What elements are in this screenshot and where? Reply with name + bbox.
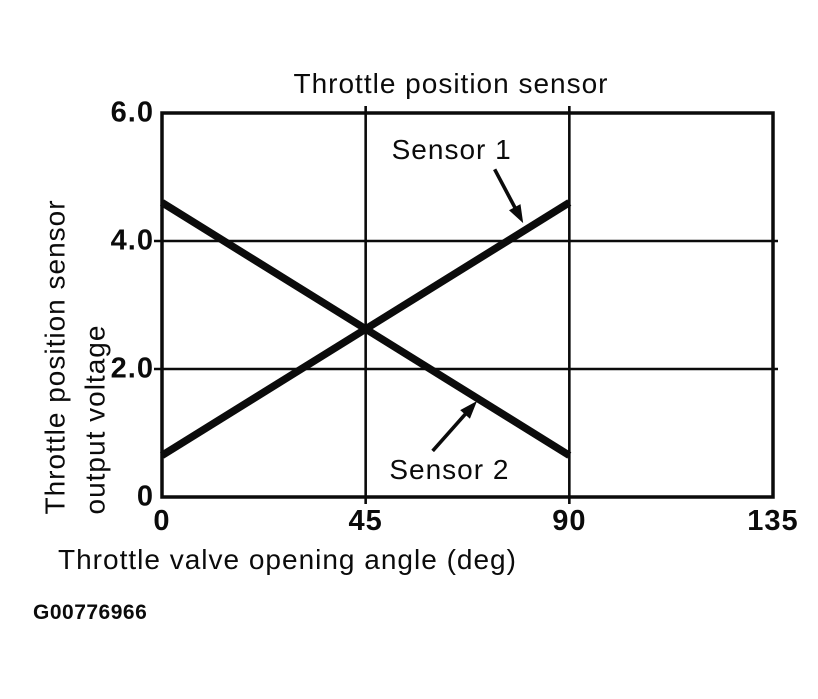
- x-tick-label-45: 45: [348, 505, 383, 537]
- y-tick-label-0: 0: [136, 480, 154, 513]
- annotation-arrow-line-sensor-1: [493, 168, 518, 210]
- y-tick-label-4.0: 4.0: [110, 224, 154, 257]
- annotation-arrowhead-sensor-2: [460, 401, 478, 419]
- y-tick-label-2.0: 2.0: [110, 352, 154, 385]
- plot-border: [160, 111, 775, 499]
- x-tick-label-135: 135: [747, 505, 799, 537]
- x-tick-label-0: 0: [153, 505, 171, 537]
- annotation-arrowhead-sensor-1: [508, 204, 524, 224]
- annotation-label-sensor-1: Sensor 1: [391, 134, 512, 166]
- annotation-label-sensor-2: Sensor 2: [389, 454, 510, 486]
- x-tick-label-90: 90: [552, 505, 587, 537]
- annotation-arrow-line-sensor-2: [431, 411, 468, 453]
- figure-code: G00776966: [33, 601, 148, 624]
- y-tick-label-6.0: 6.0: [110, 96, 154, 129]
- x-axis-label: Throttle valve opening angle (deg): [58, 544, 517, 575]
- chart-title: Throttle position sensor: [293, 68, 609, 99]
- series-line-sensor-2: [160, 199, 572, 459]
